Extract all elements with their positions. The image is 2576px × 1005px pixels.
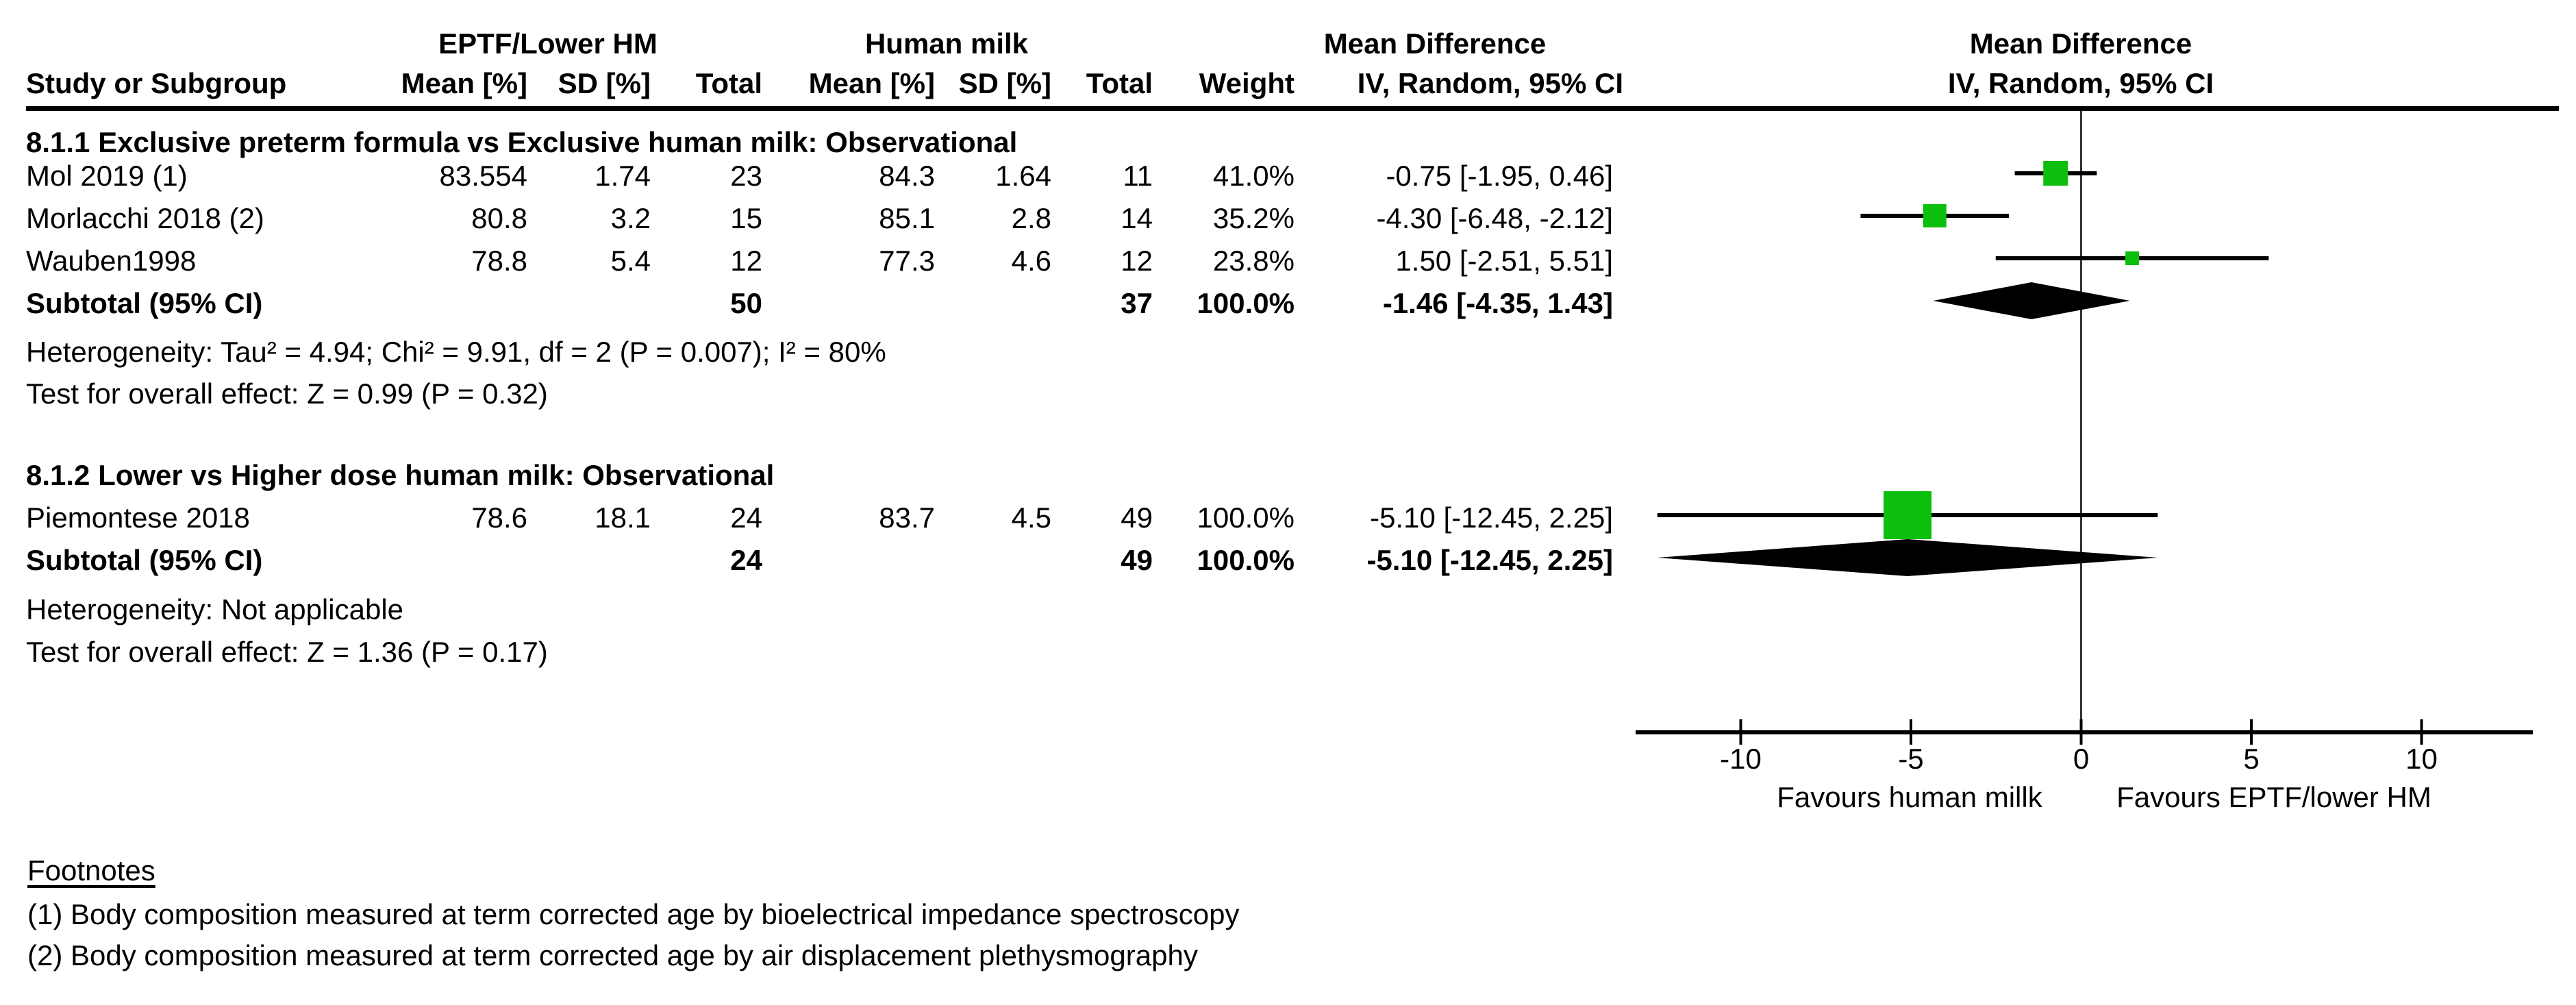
column-group-label-hm: Human milk: [864, 27, 1029, 60]
axis-tick-label: 0: [2073, 743, 2090, 775]
heterogeneity-text: Heterogeneity: Tau² = 4.94; Chi² = 9.91,…: [26, 336, 886, 368]
subtotal-ci-text: -5.10 [-12.45, 2.25]: [1366, 544, 1613, 576]
subtotal-total2: 37: [1121, 287, 1153, 319]
effect-marker: [2043, 161, 2068, 186]
study-mean2: 85.1: [879, 202, 935, 234]
axis-label-favours-right: Favours EPTF/lower HM: [2116, 781, 2431, 813]
column-header-sd1: SD [%]: [558, 67, 651, 99]
effect-marker: [1923, 204, 1947, 227]
heterogeneity-text: Heterogeneity: Not applicable: [26, 593, 404, 625]
column-header-sd2: SD [%]: [958, 67, 1051, 99]
effect-marker: [1884, 491, 1932, 539]
axis-tick: [2420, 719, 2423, 745]
axis-line: [1636, 730, 2533, 734]
study-weight: 100.0%: [1197, 501, 1295, 534]
column-header-total1: Total: [695, 67, 762, 99]
axis-tick-label: 10: [2405, 743, 2438, 775]
column-group-label-md: Mean Difference: [1323, 27, 1547, 60]
axis-tick: [1739, 719, 1742, 745]
effect-marker: [2125, 251, 2140, 265]
column-header-total2: Total: [1086, 67, 1153, 99]
subtotal-weight: 100.0%: [1197, 544, 1295, 576]
column-header-weight: Weight: [1199, 67, 1295, 99]
study-total1: 15: [730, 202, 762, 234]
study-total2: 12: [1121, 245, 1153, 277]
footnote-item: (1) Body composition measured at term co…: [27, 898, 1240, 930]
study-sd1: 5.4: [610, 245, 651, 277]
study-total1: 12: [730, 245, 762, 277]
subtotal-total1: 24: [730, 544, 762, 576]
header-rule: [26, 106, 2559, 111]
subtotal-ci-text: -1.46 [-4.35, 1.43]: [1382, 287, 1613, 319]
study-total2: 11: [1123, 160, 1153, 192]
study-name: Piemontese 2018: [26, 501, 250, 534]
study-ci-text: -5.10 [-12.45, 2.25]: [1370, 501, 1613, 534]
study-mean1: 80.8: [471, 202, 527, 234]
axis-label-favours-left: Favours human millk: [1777, 781, 2042, 813]
column-group-label-eptf: EPTF/Lower HM: [438, 27, 658, 60]
column-header-mean2: Mean [%]: [808, 67, 935, 99]
study-sd1: 3.2: [610, 202, 651, 234]
axis-tick: [2250, 719, 2253, 745]
axis-tick-label: -10: [1720, 743, 1762, 775]
axis-tick-label: -5: [1898, 743, 1924, 775]
axis-tick: [2079, 719, 2083, 745]
overall-effect-text: Test for overall effect: Z = 0.99 (P = 0…: [26, 377, 548, 410]
plot-header-line2: IV, Random, 95% CI: [1947, 67, 2214, 99]
study-weight: 23.8%: [1212, 245, 1295, 277]
study-weight: 35.2%: [1212, 202, 1295, 234]
subtotal-diamond: [1657, 539, 2158, 576]
study-total1: 23: [730, 160, 762, 192]
study-sd2: 4.5: [1011, 501, 1051, 534]
study-total2: 14: [1121, 202, 1153, 234]
subtotal-diamond: [1933, 282, 2130, 319]
subtotal-label: Subtotal (95% CI): [26, 544, 263, 576]
study-weight: 41.0%: [1212, 160, 1295, 192]
footnote-item: (2) Body composition measured at term co…: [27, 939, 1198, 971]
subtotal-weight: 100.0%: [1197, 287, 1295, 319]
study-mean2: 77.3: [879, 245, 935, 277]
subtotal-total1: 50: [730, 287, 762, 319]
study-sd1: 18.1: [595, 501, 651, 534]
study-sd2: 4.6: [1011, 245, 1051, 277]
study-sd2: 1.64: [995, 160, 1051, 192]
subtotal-label: Subtotal (95% CI): [26, 287, 263, 319]
study-total1: 24: [730, 501, 762, 534]
study-mean2: 83.7: [879, 501, 935, 534]
overall-effect-text: Test for overall effect: Z = 1.36 (P = 0…: [26, 636, 548, 668]
column-header-mean1: Mean [%]: [401, 67, 527, 99]
study-name: Mol 2019 (1): [26, 160, 188, 192]
subgroup-title: 8.1.1 Exclusive preterm formula vs Exclu…: [26, 126, 1018, 158]
axis-tick: [1910, 719, 1912, 745]
study-ci-text: -0.75 [-1.95, 0.46]: [1386, 160, 1613, 192]
study-name: Morlacchi 2018 (2): [26, 202, 264, 234]
study-name: Wauben1998: [26, 245, 197, 277]
footnotes-title: Footnotes: [27, 854, 155, 886]
study-sd2: 2.8: [1011, 202, 1051, 234]
column-header-study: Study or Subgroup: [26, 67, 287, 99]
study-sd1: 1.74: [595, 160, 651, 192]
zero-line: [2080, 111, 2082, 730]
study-ci-text: -4.30 [-6.48, -2.12]: [1376, 202, 1613, 234]
plot-header-line1: Mean Difference: [1969, 27, 2192, 60]
column-header-ci: IV, Random, 95% CI: [1357, 67, 1623, 99]
subtotal-total2: 49: [1121, 544, 1153, 576]
study-mean1: 78.8: [471, 245, 527, 277]
study-total2: 49: [1121, 501, 1153, 534]
study-ci-text: 1.50 [-2.51, 5.51]: [1395, 245, 1613, 277]
study-mean1: 78.6: [471, 501, 527, 534]
study-mean2: 84.3: [879, 160, 935, 192]
axis-tick-label: 5: [2243, 743, 2260, 775]
subgroup-title: 8.1.2 Lower vs Higher dose human milk: O…: [26, 459, 775, 491]
study-mean1: 83.554: [439, 160, 527, 192]
